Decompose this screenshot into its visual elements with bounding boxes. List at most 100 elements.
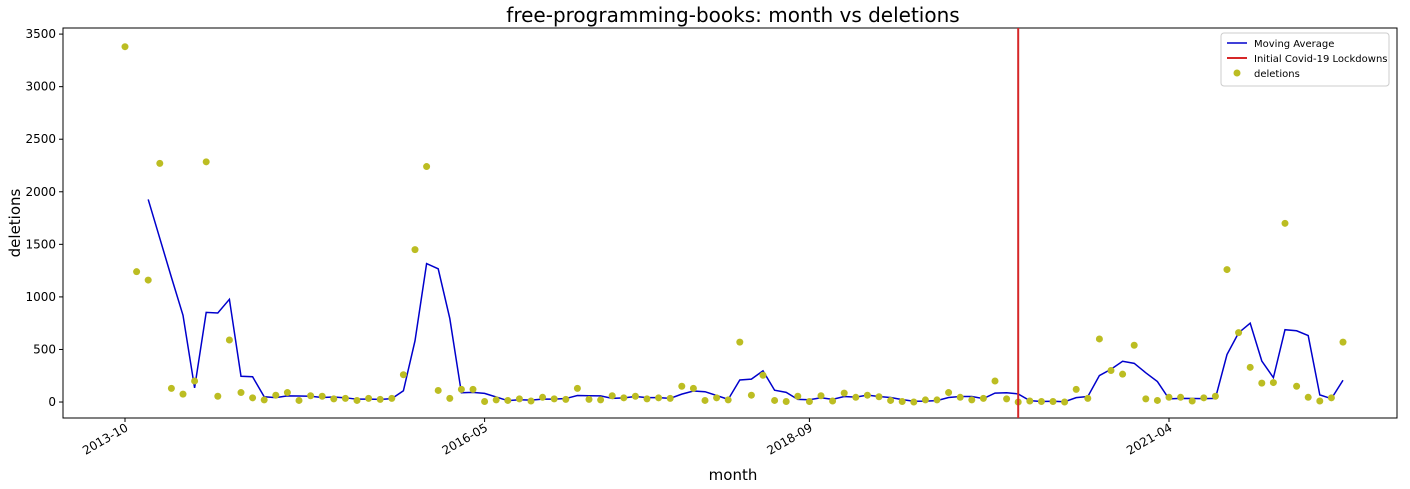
scatter-point bbox=[550, 395, 558, 403]
x-tick-label: 2021-04 bbox=[1124, 420, 1174, 457]
scatter-point bbox=[133, 268, 141, 276]
scatter-point bbox=[678, 382, 686, 390]
scatter-point bbox=[1119, 370, 1127, 378]
scatter-point bbox=[945, 389, 953, 397]
scatter-point bbox=[1072, 385, 1080, 393]
scatter-point bbox=[214, 392, 222, 400]
scatter-point bbox=[805, 397, 813, 405]
scatter-point bbox=[608, 392, 616, 400]
scatter-point bbox=[1304, 393, 1312, 401]
scatter-point bbox=[225, 336, 233, 344]
scatter-point bbox=[701, 396, 709, 404]
scatter-point bbox=[817, 392, 825, 400]
x-tick-label: 2016-05 bbox=[440, 420, 490, 457]
y-axis-label: deletions bbox=[6, 188, 24, 257]
scatter-point bbox=[852, 393, 860, 401]
scatter-point bbox=[144, 276, 152, 284]
scatter-point bbox=[330, 395, 338, 403]
scatter-point bbox=[411, 246, 419, 254]
legend-label: Moving Average bbox=[1254, 39, 1334, 50]
scatter-point bbox=[353, 396, 361, 404]
chart-title: free-programming-books: month vs deletio… bbox=[506, 3, 959, 27]
scatter-point bbox=[1107, 366, 1115, 374]
y-tick-label: 2500 bbox=[25, 132, 56, 146]
scatter-point bbox=[121, 43, 129, 51]
scatter-point bbox=[643, 395, 651, 403]
scatter-point bbox=[434, 386, 442, 394]
y-tick-label: 1500 bbox=[25, 237, 56, 251]
x-axis-label: month bbox=[709, 466, 758, 484]
scatter-point bbox=[910, 398, 918, 406]
scatter-point bbox=[1026, 397, 1034, 405]
scatter-point bbox=[469, 385, 477, 393]
scatter-point bbox=[1037, 397, 1045, 405]
scatter-point bbox=[539, 393, 547, 401]
scatter-point bbox=[573, 384, 581, 392]
scatter-point bbox=[1177, 393, 1185, 401]
scatter-point bbox=[1165, 393, 1173, 401]
scatter-point bbox=[620, 394, 628, 402]
scatter-point bbox=[376, 395, 384, 403]
scatter-point bbox=[318, 392, 326, 400]
scatter-point bbox=[921, 396, 929, 404]
scatter-point bbox=[597, 396, 605, 404]
scatter-point bbox=[1153, 396, 1161, 404]
scatter-point bbox=[1316, 397, 1324, 405]
scatter-point bbox=[1258, 379, 1266, 387]
scatter-point bbox=[724, 396, 732, 404]
scatter-point bbox=[1211, 392, 1219, 400]
scatter-point bbox=[237, 389, 245, 397]
scatter-point bbox=[979, 394, 987, 402]
scatter-point bbox=[295, 396, 303, 404]
scatter-point bbox=[283, 389, 291, 397]
scatter-point bbox=[1246, 363, 1254, 371]
scatter-point bbox=[1049, 397, 1057, 405]
scatter-point bbox=[1061, 398, 1069, 406]
scatter-point bbox=[1281, 219, 1289, 227]
scatter-point bbox=[260, 396, 268, 404]
scatter-point bbox=[341, 394, 349, 402]
scatter-point bbox=[968, 396, 976, 404]
plot-area bbox=[62, 27, 1398, 419]
legend-label: deletions bbox=[1254, 69, 1300, 80]
scatter-point bbox=[156, 159, 164, 167]
scatter-point bbox=[179, 390, 187, 398]
y-tick-label: 500 bbox=[33, 342, 56, 356]
scatter-point bbox=[747, 391, 755, 399]
scatter-point bbox=[887, 396, 895, 404]
scatter-point bbox=[631, 392, 639, 400]
scatter-point bbox=[527, 397, 535, 405]
scatter-point bbox=[666, 394, 674, 402]
scatter-point bbox=[1235, 329, 1243, 337]
scatter-point bbox=[759, 371, 767, 379]
scatter-point bbox=[933, 396, 941, 404]
moving-average-line bbox=[147, 199, 1344, 403]
scatter-point bbox=[202, 158, 210, 166]
y-tick-label: 1000 bbox=[25, 290, 56, 304]
scatter-point bbox=[515, 395, 523, 403]
legend-box bbox=[1220, 32, 1390, 87]
y-tick-label: 0 bbox=[48, 395, 56, 409]
scatter-point bbox=[457, 385, 465, 393]
scatter-point bbox=[1095, 335, 1103, 343]
scatter-point bbox=[1339, 338, 1347, 346]
scatter-point bbox=[504, 396, 512, 404]
scatter-point bbox=[585, 395, 593, 403]
scatter-point bbox=[1200, 394, 1208, 402]
scatter-point bbox=[562, 395, 570, 403]
y-tick-label: 2000 bbox=[25, 185, 56, 199]
legend-swatch bbox=[1233, 69, 1241, 77]
scatter-point bbox=[307, 392, 315, 400]
scatter-point bbox=[1003, 395, 1011, 403]
scatter-point bbox=[1327, 394, 1335, 402]
scatter-point bbox=[272, 391, 280, 399]
scatter-point bbox=[167, 384, 175, 392]
scatter-point bbox=[1142, 395, 1150, 403]
scatter-point bbox=[956, 393, 964, 401]
scatter-point bbox=[399, 371, 407, 379]
legend-label: Initial Covid-19 Lockdowns bbox=[1254, 54, 1388, 65]
scatter-point bbox=[492, 396, 500, 404]
scatter-point bbox=[365, 394, 373, 402]
scatter-point bbox=[1084, 394, 1092, 402]
